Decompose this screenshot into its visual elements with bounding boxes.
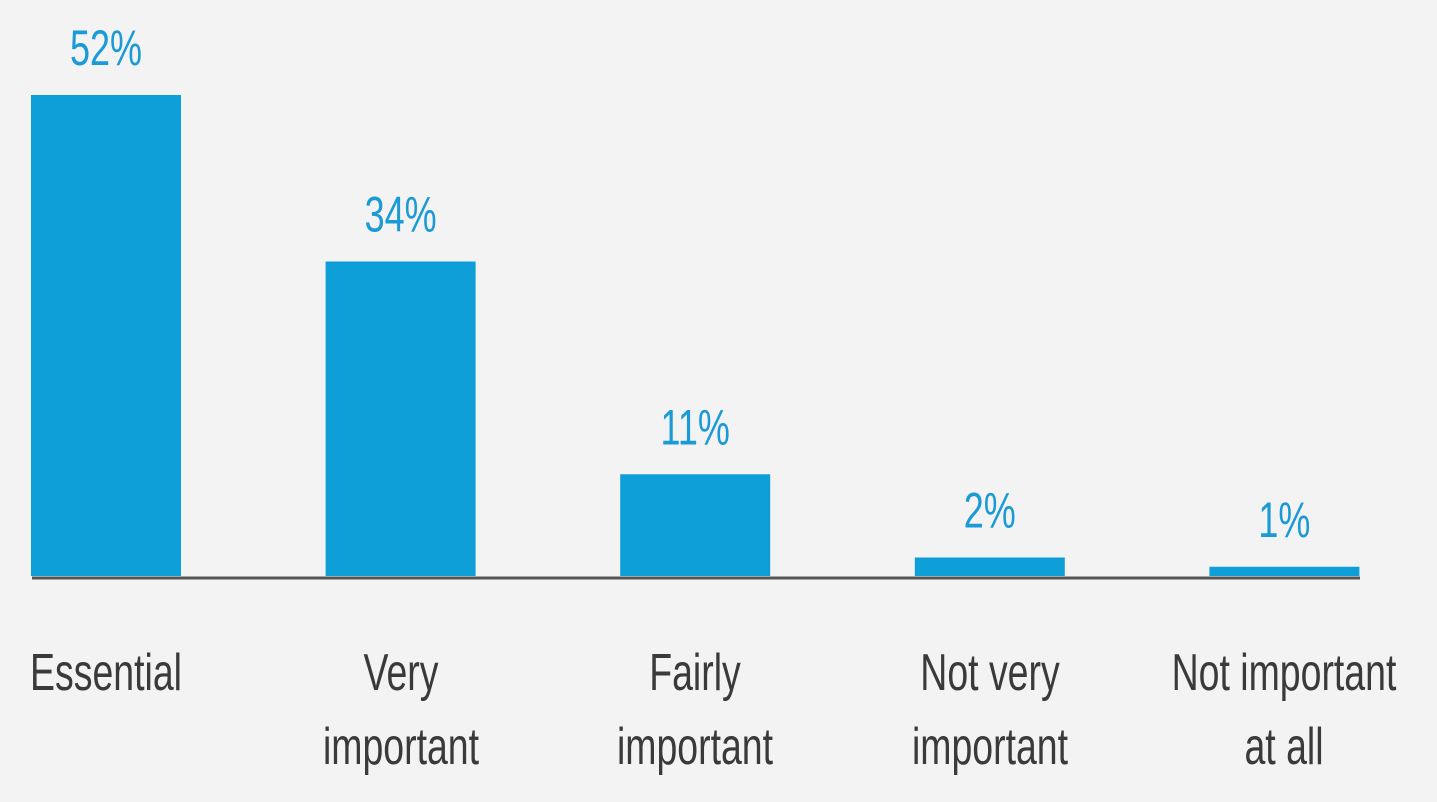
x-tick-label: Not important at all: [1172, 644, 1397, 776]
value-label: 11%: [661, 401, 730, 456]
bar: [914, 557, 1065, 576]
bar: [620, 474, 771, 576]
bar: [1209, 566, 1360, 576]
value-label: 2%: [964, 484, 1016, 539]
value-label: 34%: [365, 188, 437, 243]
value-label: 1%: [1258, 493, 1310, 548]
x-tick-label: Fairly important: [617, 644, 774, 776]
x-tick-label: Essential: [30, 644, 182, 702]
x-tick-label: Very important: [322, 644, 479, 776]
value-label: 52%: [70, 21, 142, 76]
x-tick-label: Not very important: [911, 644, 1068, 776]
bar: [325, 261, 476, 576]
bar: [31, 95, 181, 576]
